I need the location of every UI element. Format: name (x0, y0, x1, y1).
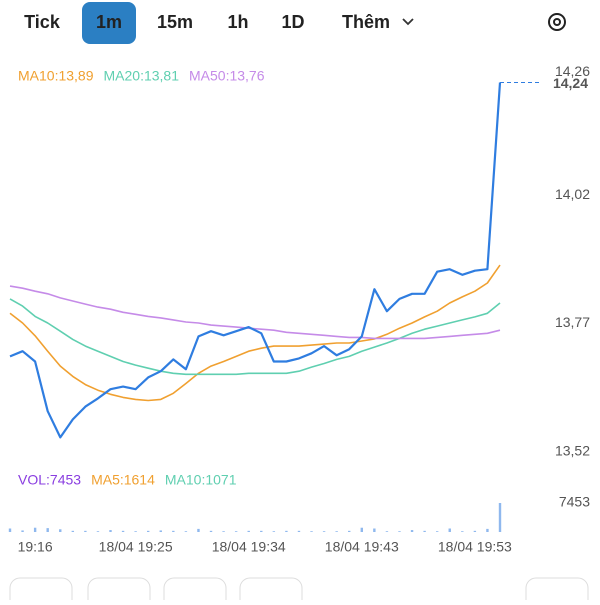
volume-bar (310, 531, 313, 532)
volume-bar (335, 531, 338, 532)
volume-bar (498, 503, 502, 532)
tab[interactable]: 1h (227, 12, 248, 32)
tool-button[interactable] (239, 577, 303, 605)
volume-bar (398, 531, 401, 532)
ma-line (9, 298, 501, 376)
volume-bar (272, 531, 276, 532)
volume-legend: MA5:1614 (91, 472, 155, 488)
volume-bar (473, 530, 477, 532)
tab[interactable]: 15m (157, 12, 193, 32)
bottom-toolbar (9, 577, 589, 605)
volume-bar (96, 531, 100, 532)
tab[interactable]: 1m (96, 12, 122, 32)
tab[interactable]: Tick (24, 12, 61, 32)
volume-bar (234, 531, 238, 532)
volume-bar (172, 530, 175, 532)
volume-bar (423, 530, 426, 532)
ma-line (9, 285, 501, 340)
x-tick-label: 18/04 19:25 (99, 539, 173, 555)
x-tick-label: 18/04 19:43 (325, 539, 399, 555)
price-line (9, 82, 502, 439)
volume-bar (134, 531, 137, 532)
ma-legend: MA10:13,89 (18, 68, 94, 84)
more-chevron[interactable] (402, 18, 414, 26)
volume-bar (260, 530, 263, 532)
volume-bar (8, 528, 12, 532)
volume-tick-label: 7453 (559, 494, 590, 510)
volume-bar (247, 530, 250, 532)
settings-icon[interactable] (548, 13, 566, 31)
x-tick-label: 18/04 19:53 (438, 539, 512, 555)
volume-bar (486, 528, 489, 532)
y-tick-label: 13,77 (555, 314, 590, 330)
tab[interactable]: Thêm (342, 12, 390, 32)
volume-bar (71, 530, 75, 532)
volume-bar (109, 530, 112, 532)
last-price-label: 14,24 (553, 75, 588, 91)
y-tick-label: 13,52 (555, 442, 590, 458)
volume-bar (209, 530, 213, 532)
volume-bar (159, 530, 162, 532)
volume-bar (385, 531, 389, 532)
tool-button[interactable] (87, 577, 151, 605)
volume-bar (84, 530, 87, 532)
volume-bar (222, 531, 225, 532)
tab[interactable]: 1D (281, 12, 304, 32)
ma-line (9, 264, 501, 402)
volume-bar (322, 531, 326, 532)
volume-legend: MA10:1071 (165, 472, 237, 488)
volume-bar (348, 530, 351, 532)
volume-bar (360, 527, 363, 532)
volume-bar (285, 530, 288, 532)
x-tick-label: 19:16 (18, 539, 53, 555)
volume-legend: VOL:7453 (18, 472, 81, 488)
tool-button[interactable] (525, 577, 589, 605)
volume-bar (21, 530, 24, 532)
tool-button[interactable] (9, 577, 73, 605)
volume-bar (448, 528, 451, 532)
volume-bar (197, 528, 200, 532)
ma-legend: MA50:13,76 (189, 68, 265, 84)
x-tick-label: 18/04 19:34 (212, 539, 286, 555)
volume-bar (297, 530, 301, 532)
ma-legend: MA20:13,81 (104, 68, 180, 84)
volume-bar (410, 530, 414, 532)
volume-bar (147, 530, 150, 532)
volume-bar (461, 531, 464, 532)
tool-button[interactable] (163, 577, 227, 605)
volume-bar (184, 531, 188, 532)
volume-bar (59, 529, 62, 532)
selected-tab-bg[interactable] (82, 2, 136, 44)
volume-bar (121, 530, 125, 532)
volume-bar (46, 528, 49, 532)
volume-bar (435, 531, 439, 532)
volume-bar (373, 528, 376, 532)
y-tick-label: 14,02 (555, 186, 590, 202)
volume-bar (33, 527, 37, 532)
y-tick-label: 14,26 (555, 63, 590, 79)
